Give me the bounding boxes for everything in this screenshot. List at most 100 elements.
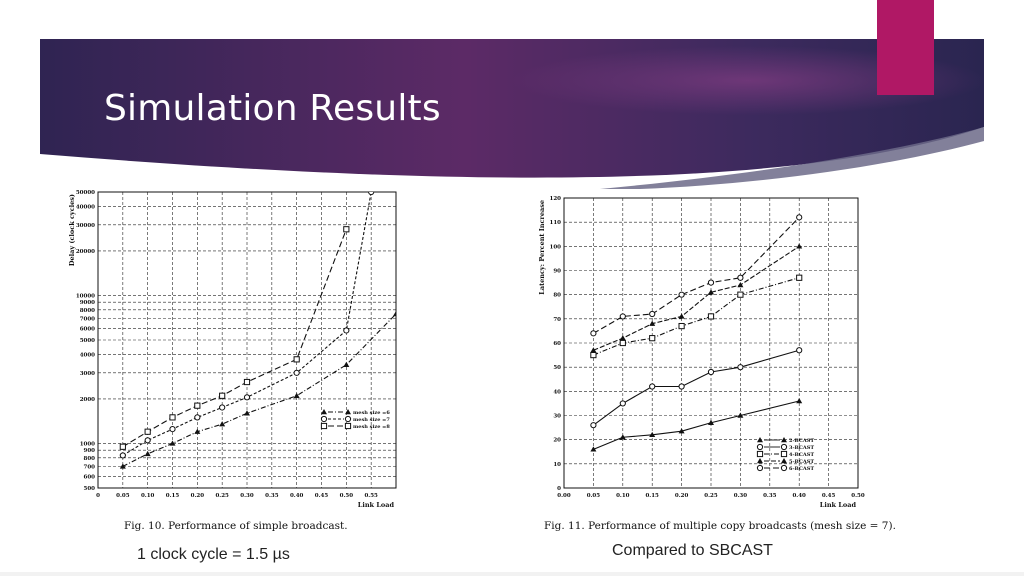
data-point [243, 394, 251, 401]
x-tick-label: 0.05 [587, 493, 601, 499]
data-point [678, 322, 685, 330]
x-tick-label: 0.05 [116, 493, 130, 499]
data-point [590, 351, 597, 359]
data-point [678, 383, 685, 390]
data-point [293, 369, 300, 376]
data-point [119, 443, 126, 450]
y-tick-label: 40 [553, 389, 561, 395]
legend-marker [345, 409, 351, 415]
plot-frame [563, 197, 859, 489]
plot-frame [97, 191, 397, 489]
data-point [796, 398, 803, 404]
data-point [619, 339, 626, 347]
y-tick-label: 10000 [76, 293, 95, 299]
series-line [593, 245, 800, 351]
data-point [707, 279, 715, 286]
data-point [708, 289, 714, 295]
x-axis-label: Link Load [358, 501, 395, 509]
data-point [590, 422, 597, 429]
legend-label: 2-BCAST [789, 438, 814, 444]
data-point [590, 347, 597, 353]
data-point [649, 335, 656, 342]
x-tick-label: 0.15 [166, 493, 180, 499]
data-point [119, 463, 126, 469]
y-tick-label: 7000 [80, 316, 95, 322]
series-1 [119, 310, 396, 469]
y-tick-label: 60 [553, 341, 561, 347]
series-line [593, 400, 800, 450]
x-tick-label: 0.50 [340, 493, 354, 499]
data-point [244, 410, 250, 416]
legend-marker [781, 458, 787, 464]
legend-marker [321, 409, 327, 415]
legend-label: mesh size =8 [353, 424, 390, 430]
legend-marker [756, 450, 764, 458]
data-point [343, 327, 350, 334]
data-point [619, 335, 626, 341]
y-tick-label: 110 [550, 220, 562, 226]
legend-marker [756, 464, 764, 472]
data-point [796, 214, 803, 221]
series-4 [590, 243, 803, 353]
data-point [649, 320, 656, 326]
figure-11-caption: Fig. 11. Performance of multiple copy br… [544, 520, 896, 532]
data-point [737, 282, 744, 288]
legend-marker [756, 443, 764, 451]
x-tick-label: 0.30 [240, 493, 254, 499]
legend-label: 6-BCAST [789, 466, 814, 472]
legend-marker [757, 458, 763, 464]
data-point [219, 421, 226, 427]
data-point [343, 361, 350, 367]
data-point [649, 310, 656, 318]
latency-chart-svg: 0 10 20 30 40 50 60 70 80 90 100 110 120 0.00 0.05 0.10… [538, 196, 865, 509]
data-point [796, 243, 803, 249]
legend-label: 4-BCAST [789, 452, 814, 458]
x-tick-label: 0.10 [616, 493, 630, 499]
legend-marker [757, 437, 763, 443]
x-tick-label: 0.45 [315, 493, 329, 499]
y-axis-label: Latency: Percent Increase [538, 200, 546, 295]
y-tick-label: 8000 [80, 308, 95, 314]
x-tick-label: 0.40 [792, 493, 806, 499]
y-tick-label: 20000 [76, 249, 95, 255]
data-point [119, 452, 126, 459]
y-tick-label: 20 [553, 438, 561, 444]
x-tick-label: 0.20 [191, 493, 205, 499]
grid [97, 191, 396, 489]
data-point [590, 330, 597, 337]
x-tick-label: 0 [96, 493, 100, 499]
data-point [243, 378, 251, 386]
figure-11-chart: 0 10 20 30 40 50 60 70 80 90 100 110 120 0.00 0.05 0.10… [532, 190, 877, 512]
y-tick-label: 9000 [80, 300, 95, 306]
y-tick-label: 900 [84, 448, 96, 454]
data-point [144, 428, 151, 435]
data-point [678, 313, 685, 319]
data-point [678, 428, 685, 434]
y-tick-label: 40000 [76, 204, 95, 210]
y-tick-label: 800 [84, 456, 96, 462]
x-tick-label: 0.25 [215, 493, 229, 499]
legend-marker [781, 437, 787, 443]
y-tick-label: 0 [557, 486, 561, 492]
y-tick-label: 50 [553, 365, 561, 371]
data-point [619, 400, 626, 407]
y-tick-label: 700 [84, 464, 96, 470]
data-point [590, 446, 597, 452]
figure-11-note: Compared to SBCAST [612, 542, 773, 559]
data-point [796, 274, 803, 281]
figure-10-caption: Fig. 10. Performance of simple broadcast… [124, 520, 348, 532]
x-tick-label: 0.55 [364, 493, 378, 499]
series-line [593, 349, 800, 426]
x-tick-label: 0.25 [704, 493, 718, 499]
y-tick-label: 120 [550, 196, 562, 202]
y-tick-label: 6000 [80, 326, 95, 332]
data-point [393, 310, 396, 317]
y-axis-label: Delay (clock cycles) [68, 194, 76, 266]
series-5 [590, 214, 803, 337]
data-point [619, 313, 626, 320]
legend-marker [780, 450, 788, 458]
y-tick-label: 1000 [80, 441, 95, 447]
